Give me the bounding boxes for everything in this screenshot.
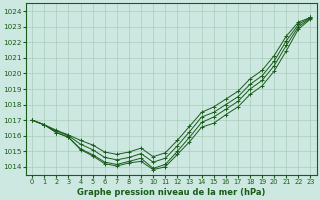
X-axis label: Graphe pression niveau de la mer (hPa): Graphe pression niveau de la mer (hPa) bbox=[77, 188, 266, 197]
